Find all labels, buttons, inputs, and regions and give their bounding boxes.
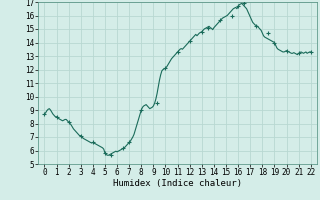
X-axis label: Humidex (Indice chaleur): Humidex (Indice chaleur) [113, 179, 242, 188]
